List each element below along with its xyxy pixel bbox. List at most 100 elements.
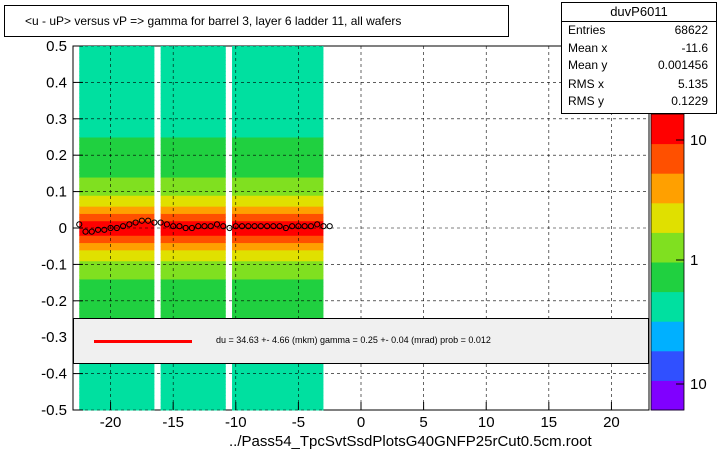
heatmap-cell xyxy=(160,289,226,295)
heatmap-cell xyxy=(232,369,324,375)
heatmap-cell xyxy=(232,213,324,218)
y-tick-label: -0.1 xyxy=(41,256,67,273)
profile-point xyxy=(326,223,333,230)
heatmap-cell xyxy=(160,249,226,254)
y-tick-label: -0.5 xyxy=(41,402,67,419)
heatmap-cell xyxy=(160,86,226,91)
heatmap-cell xyxy=(160,278,226,284)
heatmap-cell xyxy=(160,46,226,51)
heatmap-cell xyxy=(232,220,324,225)
stats-rmsy-row: RMS y 0.1229 xyxy=(568,94,708,111)
heatmap-cell xyxy=(232,100,324,105)
fit-legend: du = 34.63 +- 4.66 (mkm) gamma = 0.25 +-… xyxy=(73,318,649,364)
heatmap-cell xyxy=(79,271,155,276)
heatmap-cell xyxy=(160,89,226,94)
heatmap-cell xyxy=(232,402,324,407)
heatmap-cell xyxy=(160,391,226,396)
heatmap-cell xyxy=(232,177,324,182)
stats-entries-row: Entries 68622 xyxy=(568,23,708,40)
profile-point xyxy=(263,223,271,230)
profile-point xyxy=(170,223,177,230)
heatmap-cell xyxy=(232,144,324,149)
heatmap-cell xyxy=(160,369,226,375)
x-tick-label: -5 xyxy=(292,414,305,431)
stats-box: duvP6011 Entries 68622 Mean x -11.6 Mean y… xyxy=(561,2,717,114)
heatmap-cell xyxy=(232,268,324,273)
heatmap-cell xyxy=(160,166,226,171)
heatmap-cell xyxy=(232,297,324,302)
profile-point xyxy=(251,223,258,230)
y-tick-label: -0.2 xyxy=(41,293,67,310)
profile-point xyxy=(151,219,158,226)
heatmap-cell xyxy=(79,78,155,83)
heatmap-cell xyxy=(160,107,226,113)
heatmap-cell xyxy=(232,246,324,251)
heatmap-cell xyxy=(160,129,226,134)
heatmap-cell xyxy=(232,315,324,320)
heatmap-cell xyxy=(232,384,324,389)
heatmap-cell xyxy=(79,126,155,131)
heatmap-cell xyxy=(160,82,226,87)
heatmap-cell xyxy=(232,169,324,174)
heatmap-cell xyxy=(79,140,155,145)
heatmap-cell xyxy=(79,56,155,62)
colorbar-segment xyxy=(651,291,684,322)
heatmap-cell xyxy=(232,242,324,247)
heatmap-cell xyxy=(79,209,155,214)
heatmap-cell xyxy=(160,209,226,214)
heatmap-cell xyxy=(160,173,226,178)
profile-point xyxy=(220,223,227,230)
profile-point xyxy=(289,223,296,230)
profile-point xyxy=(207,223,214,230)
profile-point xyxy=(76,221,83,228)
heatmap-cell xyxy=(160,151,226,156)
heatmap-cell xyxy=(232,217,324,222)
stats-rmsx-label: RMS x xyxy=(568,77,604,91)
heatmap-cell xyxy=(160,93,226,98)
heatmap-cell xyxy=(160,133,226,138)
heatmap-cell xyxy=(79,158,155,163)
profile-point xyxy=(94,226,102,233)
heatmap-cell xyxy=(232,264,324,269)
heatmap-cell xyxy=(232,53,324,58)
heatmap-cell xyxy=(79,297,155,302)
heatmap-cell xyxy=(232,75,324,80)
heatmap-cell xyxy=(160,158,226,163)
stats-rmsy-value: 0.1229 xyxy=(671,94,708,108)
heatmap-cell xyxy=(160,377,226,382)
heatmap-cell xyxy=(160,213,226,218)
heatmap-cell xyxy=(232,377,324,382)
heatmap-cell xyxy=(160,238,226,244)
heatmap-cell xyxy=(79,220,155,225)
profile-point xyxy=(307,223,315,230)
heatmap-cell xyxy=(79,155,155,160)
heatmap-cell xyxy=(232,129,324,134)
heatmap-cell xyxy=(79,289,155,295)
heatmap-cell xyxy=(232,206,324,211)
profile-point xyxy=(226,224,233,232)
profile-point xyxy=(157,219,164,226)
heatmap-cell xyxy=(232,395,324,400)
heatmap-cell xyxy=(79,151,155,156)
heatmap-cell xyxy=(79,278,155,284)
heatmap-cell xyxy=(160,100,226,105)
heatmap-cell xyxy=(232,71,324,76)
heatmap-cell xyxy=(160,53,226,58)
fit-result-text: du = 34.63 +- 4.66 (mkm) gamma = 0.25 +-… xyxy=(216,335,491,345)
heatmap-cell xyxy=(79,202,155,207)
heatmap-cell xyxy=(232,60,324,65)
heatmap-cell xyxy=(232,111,324,116)
heatmap-cell xyxy=(160,191,226,196)
heatmap-cell xyxy=(232,147,324,153)
heatmap-cell xyxy=(79,311,155,316)
profile-point xyxy=(282,224,289,232)
heatmap-cell xyxy=(232,257,324,262)
fit-line-sample xyxy=(94,340,192,343)
heatmap-cell xyxy=(232,388,324,393)
heatmap-cell xyxy=(160,177,226,182)
heatmap-cell xyxy=(79,49,155,54)
heatmap-cell xyxy=(79,86,155,91)
heatmap-cell xyxy=(79,107,155,113)
profile-point xyxy=(176,223,183,230)
heatmap-cell xyxy=(79,93,155,98)
